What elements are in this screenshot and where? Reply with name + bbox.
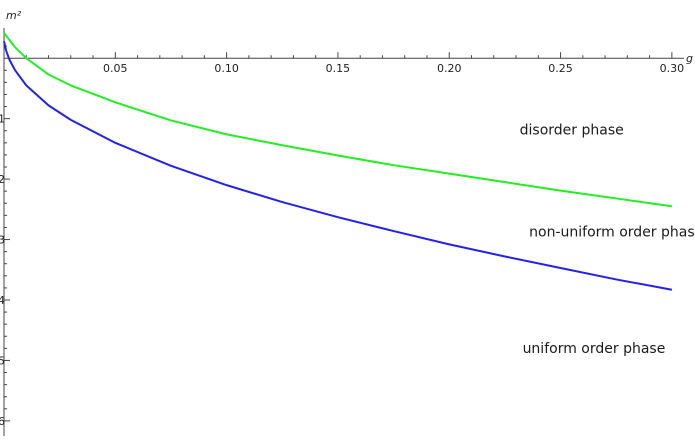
x-tick-label: 0.15 xyxy=(326,62,351,75)
y-tick-label: -4 xyxy=(0,294,5,307)
x-ticks: 0.05 0.10 0.15 0.20 0.25 0.30 xyxy=(25,52,685,75)
x-tick-label: 0.25 xyxy=(548,62,573,75)
x-tick-label: 0.10 xyxy=(214,62,239,75)
x-tick-label: 0.20 xyxy=(437,62,462,75)
series-layer xyxy=(3,32,673,291)
region-label-3: uniform order phase xyxy=(523,341,666,357)
y-ticks: -1 -2 -3 -4 -5 -6 xyxy=(0,45,10,428)
y-tick-label: -3 xyxy=(0,234,5,247)
y-tick-label: -1 xyxy=(0,113,5,126)
y-tick-label: -5 xyxy=(0,354,5,367)
annotation-layer: disorder phase non-uniform order phase uni… xyxy=(520,122,695,357)
y-tick-label: -2 xyxy=(0,173,5,186)
y-axis-label: m² xyxy=(6,9,22,22)
y-tick-label: -6 xyxy=(0,415,5,428)
region-label-1: disorder phase xyxy=(520,122,624,138)
x-tick-label: 0.30 xyxy=(660,62,685,75)
axes: 0.050.100.150.200.250.30 -1-2-3-4-5-6 g … xyxy=(0,9,693,436)
series-line-2 xyxy=(3,41,673,291)
x-tick-label: 0.05 xyxy=(103,62,128,75)
region-label-2: non-uniform order phase xyxy=(529,225,695,241)
x-axis-label: g xyxy=(686,52,693,65)
series-line-1 xyxy=(3,32,673,208)
